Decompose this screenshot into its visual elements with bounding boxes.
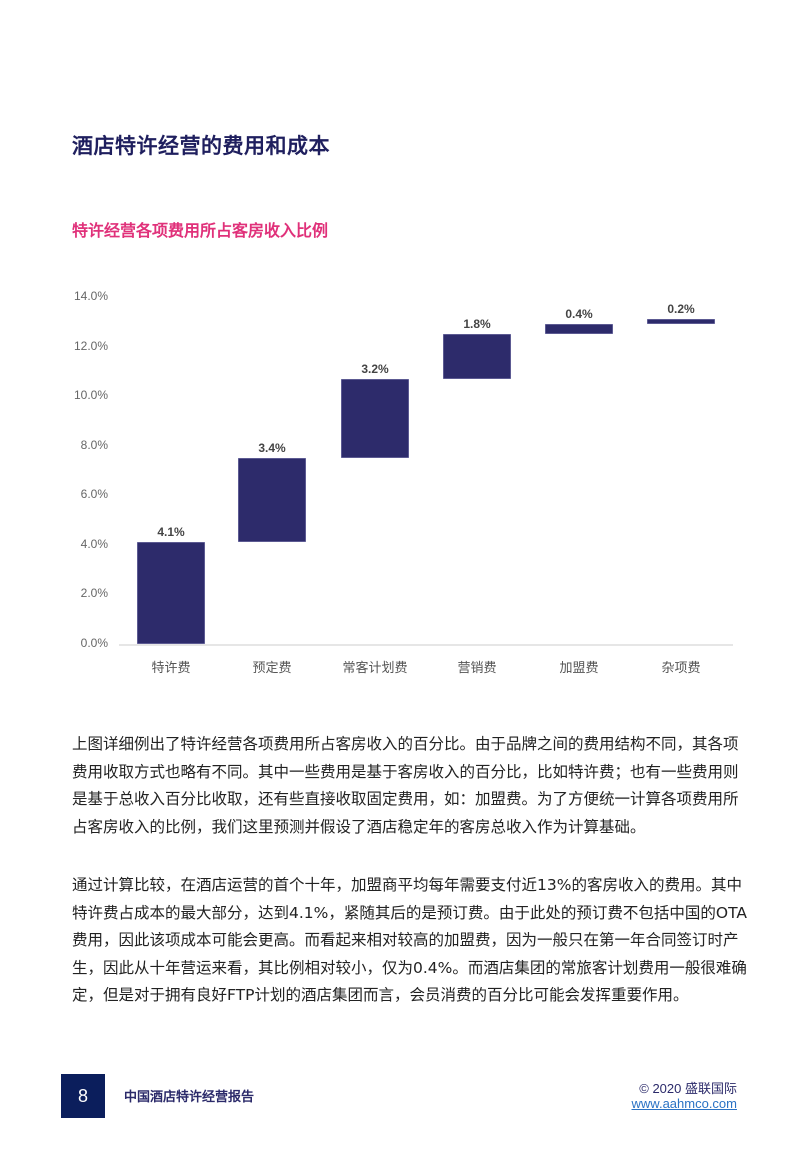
bar [443, 334, 511, 379]
bar [341, 378, 409, 459]
bar [647, 319, 715, 325]
x-tick-label: 杂项费 [661, 661, 701, 676]
x-tick-label: 营销费 [457, 661, 497, 676]
y-tick-label: 12.0% [73, 338, 108, 353]
x-tick-label: 常客计划费 [342, 661, 408, 676]
y-tick-label: 2.0% [80, 586, 108, 601]
y-tick-label: 0.0% [80, 636, 108, 650]
x-tick-label: 加盟费 [559, 661, 599, 676]
bar-value-label: 1.8% [463, 317, 491, 332]
bar-value-label: 3.4% [258, 441, 286, 456]
bar [238, 458, 306, 543]
body-paragraph-1: 上图详细例出了特许经营各项费用所占客房收入的百分比。由于品牌之间的费用结构不同，… [72, 735, 739, 836]
bar-value-label: 0.4% [565, 307, 593, 322]
waterfall-chart: 0.0% 2.0% 4.0% 6.0% 8.0% 10.0% 12.0% 14.0% 4.1%… [73, 289, 733, 676]
x-tick-label: 特许费 [151, 661, 191, 676]
report-name: 中国酒店特许经营报告 [124, 1090, 255, 1105]
x-tick-label: 预定费 [252, 661, 292, 676]
bar-value-label: 0.2% [667, 302, 695, 317]
bar-value-label: 3.2% [361, 361, 389, 376]
bar [137, 542, 205, 644]
y-tick-label: 6.0% [80, 487, 108, 502]
y-tick-label: 10.0% [73, 388, 108, 403]
bar-value-label: 4.1% [157, 525, 185, 540]
y-tick-label: 14.0% [73, 289, 108, 303]
page-number: 8 [61, 1074, 105, 1118]
copyright: © 2020 盛联国际 [639, 1081, 737, 1096]
x-axis-baseline [119, 644, 733, 646]
body-paragraph-2: 通过计算比较，在酒店运营的首个十年，加盟商平均每年需要支付近13%的客房收入的费… [72, 876, 747, 1004]
y-tick-label: 8.0% [80, 437, 108, 452]
bar [545, 324, 613, 335]
website-link[interactable]: www.aahmco.com [631, 1096, 737, 1111]
chart-title: 特许经营各项费用所占客房收入比例 [72, 221, 329, 240]
page-title: 酒店特许经营的费用和成本 [72, 134, 330, 158]
y-tick-label: 4.0% [80, 536, 108, 551]
